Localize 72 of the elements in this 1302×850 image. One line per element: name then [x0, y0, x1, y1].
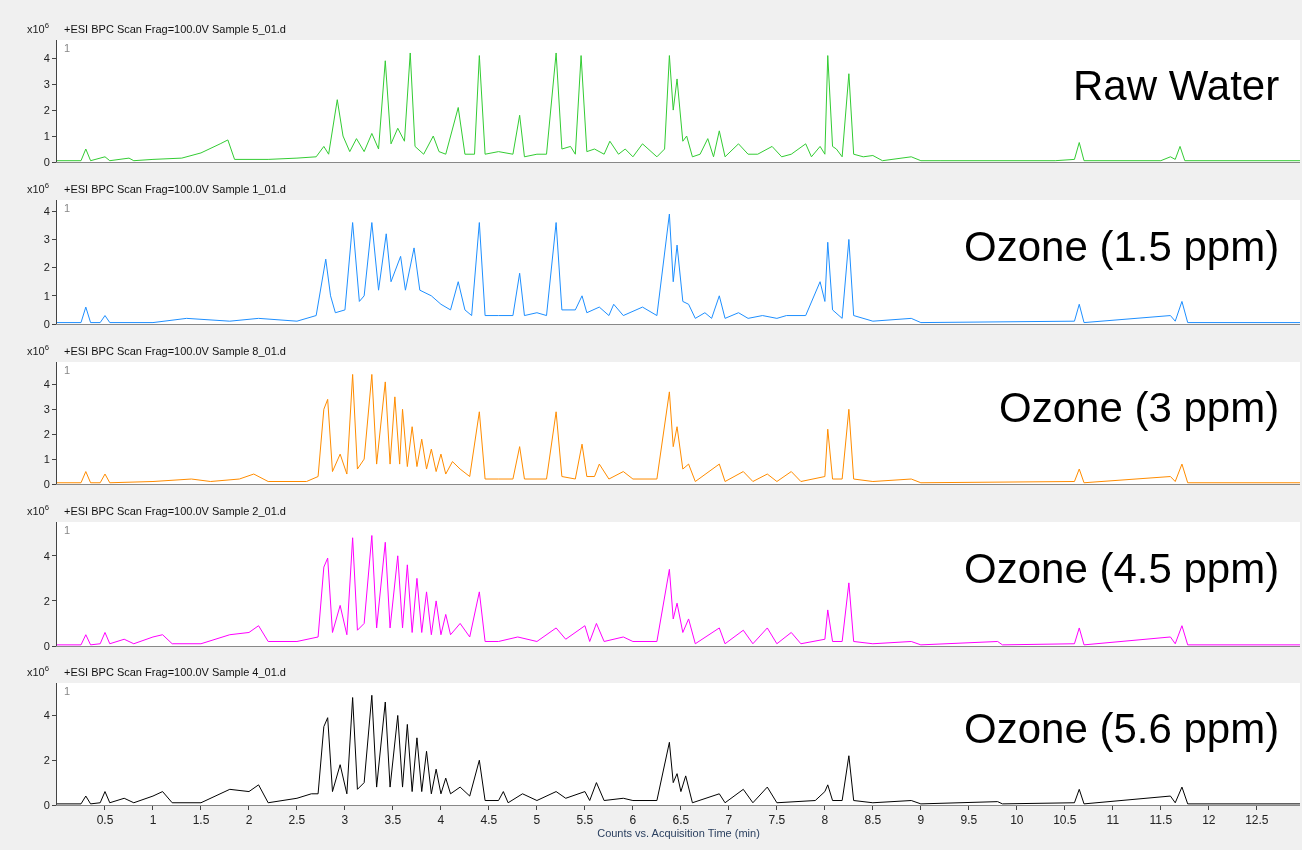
- x-tick-label: 0.5: [96, 813, 114, 828]
- x-tick-label: 6: [629, 813, 637, 828]
- x-axis-title: Counts vs. Acquisition Time (min): [597, 827, 760, 840]
- y-tick-label: 2: [43, 103, 50, 116]
- y-axis-title: x10$^{6}$: [27, 664, 50, 678]
- x-tick-label: 11: [1106, 813, 1120, 828]
- line-series: [57, 213, 1300, 324]
- y-tick-label: 0: [43, 477, 50, 490]
- y-tick-label: 1: [43, 129, 50, 142]
- x-tick-label: 4: [437, 813, 445, 828]
- x-tick-label: 10: [1010, 813, 1024, 828]
- annotation: 1: [64, 42, 71, 54]
- y-tick-label: 0: [43, 639, 50, 652]
- x-tick-label: 3.5: [384, 813, 402, 828]
- y-axis-title: x10$^{6}$: [27, 181, 50, 195]
- x-tick-label: 9.5: [960, 813, 978, 828]
- annotation: Ozone (4.5 ppm): [964, 545, 1280, 592]
- y-tick-label: 2: [43, 261, 50, 274]
- chart-title: +ESI BPC Scan Frag=100.0V Sample 8_01.d: [64, 345, 286, 357]
- annotation: 1: [64, 524, 71, 536]
- line-series: [57, 373, 1300, 484]
- annotation: 1: [64, 364, 71, 376]
- y-axis-title: x10$^{6}$: [27, 503, 50, 517]
- line-series: [57, 535, 1300, 646]
- annotation: Ozone (3 ppm): [999, 384, 1280, 431]
- x-tick-label: 6.5: [672, 813, 690, 828]
- x-tick-label: 7.5: [768, 813, 786, 828]
- x-tick-label: 3: [341, 813, 349, 828]
- annotation: 1: [64, 202, 71, 214]
- annotation: Raw Water: [1073, 62, 1280, 109]
- x-tick-label: 11.5: [1149, 813, 1173, 828]
- y-tick-label: 4: [43, 378, 50, 391]
- y-tick-label: 2: [43, 754, 50, 767]
- x-tick-label: 1.5: [192, 813, 210, 828]
- x-tick-label: 2: [245, 813, 253, 828]
- y-tick-label: 2: [43, 428, 50, 441]
- y-tick-label: 0: [43, 798, 50, 811]
- chart-title: +ESI BPC Scan Frag=100.0V Sample 5_01.d: [64, 23, 286, 35]
- y-tick-label: 3: [43, 77, 50, 90]
- y-tick-label: 4: [43, 549, 50, 562]
- annotation: Ozone (1.5 ppm): [964, 223, 1280, 270]
- y-tick-label: 0: [43, 155, 50, 168]
- annotation: Ozone (5.6 ppm): [964, 705, 1280, 752]
- y-tick-label: 0: [43, 317, 50, 330]
- y-tick-label: 3: [43, 403, 50, 416]
- y-tick-label: 4: [43, 52, 50, 65]
- chart-title: +ESI BPC Scan Frag=100.0V Sample 1_01.d: [64, 183, 286, 195]
- y-axis-title: x10$^{6}$: [27, 21, 50, 35]
- y-tick-label: 1: [43, 289, 50, 302]
- x-tick-label: 4.5: [480, 813, 498, 828]
- x-tick-label: 10.5: [1053, 813, 1077, 828]
- y-tick-label: 2: [43, 594, 50, 607]
- x-tick-label: 8.5: [864, 813, 882, 828]
- x-tick-label: 12.5: [1245, 813, 1269, 828]
- x-tick-label: 9: [917, 813, 925, 828]
- y-axis-title: x10$^{6}$: [27, 343, 50, 357]
- x-tick-label: 5.5: [576, 813, 594, 828]
- chart-title: +ESI BPC Scan Frag=100.0V Sample 2_01.d: [64, 505, 286, 517]
- x-tick-label: 2.5: [288, 813, 306, 828]
- y-tick-label: 4: [43, 205, 50, 218]
- line-series: [57, 694, 1300, 805]
- x-tick-label: 12: [1202, 813, 1216, 828]
- x-tick-label: 5: [533, 813, 541, 828]
- line-series: [57, 52, 1300, 162]
- y-tick-label: 4: [43, 709, 50, 722]
- x-tick-label: 8: [821, 813, 829, 828]
- chart-title: +ESI BPC Scan Frag=100.0V Sample 4_01.d: [64, 666, 286, 678]
- x-tick-label: 7: [725, 813, 733, 828]
- y-tick-label: 1: [43, 452, 50, 465]
- x-tick-label: 1: [149, 813, 157, 828]
- y-tick-label: 3: [43, 233, 50, 246]
- annotation: 1: [64, 685, 71, 697]
